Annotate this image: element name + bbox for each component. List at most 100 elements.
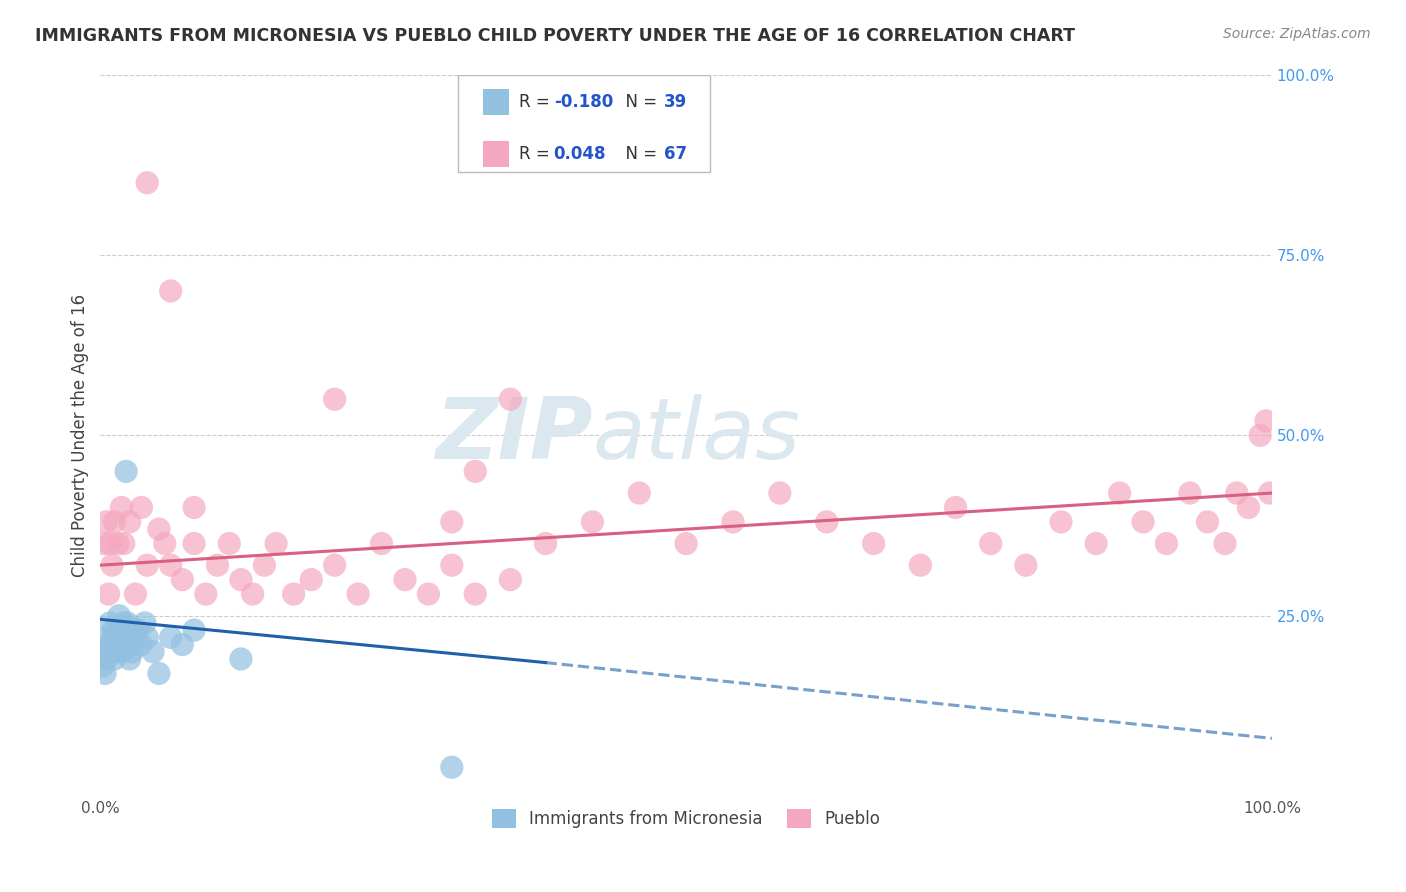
Point <box>815 515 838 529</box>
Point <box>1213 536 1236 550</box>
Point <box>207 558 229 573</box>
Point <box>1178 486 1201 500</box>
FancyBboxPatch shape <box>484 89 509 115</box>
Y-axis label: Child Poverty Under the Age of 16: Child Poverty Under the Age of 16 <box>72 293 89 577</box>
Point <box>98 536 121 550</box>
Text: R =: R = <box>519 93 554 111</box>
Point <box>110 500 132 515</box>
FancyBboxPatch shape <box>458 75 710 172</box>
Point <box>148 666 170 681</box>
Point <box>264 536 287 550</box>
Point <box>131 500 153 515</box>
Point <box>122 623 145 637</box>
Point <box>218 536 240 550</box>
Point <box>980 536 1002 550</box>
Point <box>253 558 276 573</box>
Point <box>394 573 416 587</box>
Point <box>98 615 121 630</box>
Point <box>440 558 463 573</box>
Point <box>183 500 205 515</box>
Point <box>136 176 159 190</box>
Point <box>111 645 134 659</box>
Point <box>103 652 125 666</box>
Point <box>242 587 264 601</box>
Text: -0.180: -0.180 <box>554 93 613 111</box>
Point <box>283 587 305 601</box>
Point <box>107 623 129 637</box>
Point <box>97 631 120 645</box>
Point <box>94 666 117 681</box>
Point <box>194 587 217 601</box>
Point <box>131 638 153 652</box>
Point <box>464 587 486 601</box>
Point <box>1132 515 1154 529</box>
Point <box>96 638 118 652</box>
Point <box>118 515 141 529</box>
Point <box>675 536 697 550</box>
Point <box>172 573 194 587</box>
Point <box>769 486 792 500</box>
Point <box>104 631 127 645</box>
Point <box>103 515 125 529</box>
Point <box>323 558 346 573</box>
Point <box>1254 414 1277 428</box>
Point <box>159 284 181 298</box>
Text: Source: ZipAtlas.com: Source: ZipAtlas.com <box>1223 27 1371 41</box>
Text: atlas: atlas <box>592 393 800 477</box>
Point <box>136 631 159 645</box>
Point <box>1015 558 1038 573</box>
FancyBboxPatch shape <box>484 141 509 167</box>
Point <box>440 760 463 774</box>
Point <box>418 587 440 601</box>
Point <box>1258 486 1281 500</box>
Point <box>1156 536 1178 550</box>
Point <box>721 515 744 529</box>
Point <box>108 608 131 623</box>
Point <box>103 623 125 637</box>
Point <box>105 645 128 659</box>
Point <box>1226 486 1249 500</box>
Point <box>118 652 141 666</box>
Point <box>499 573 522 587</box>
Point <box>1197 515 1219 529</box>
Point <box>229 573 252 587</box>
Point <box>127 623 149 637</box>
Point <box>142 645 165 659</box>
Point <box>101 638 124 652</box>
Point <box>93 536 115 550</box>
Text: R =: R = <box>519 145 554 163</box>
Point <box>347 587 370 601</box>
Text: 67: 67 <box>664 145 688 163</box>
Point <box>159 558 181 573</box>
Point <box>120 638 142 652</box>
Point <box>581 515 603 529</box>
Point <box>91 659 114 673</box>
Point <box>945 500 967 515</box>
Point <box>134 615 156 630</box>
Point <box>101 558 124 573</box>
Point <box>1108 486 1130 500</box>
Point <box>112 536 135 550</box>
Point <box>114 631 136 645</box>
Point <box>323 392 346 407</box>
Point <box>148 522 170 536</box>
Point <box>628 486 651 500</box>
Text: N =: N = <box>614 93 662 111</box>
Point <box>159 631 181 645</box>
Point <box>112 615 135 630</box>
Point <box>93 645 115 659</box>
Text: ZIP: ZIP <box>434 393 592 477</box>
Point <box>1249 428 1271 442</box>
Text: 39: 39 <box>664 93 688 111</box>
Text: N =: N = <box>614 145 662 163</box>
Point <box>183 536 205 550</box>
Point <box>107 536 129 550</box>
Point <box>96 515 118 529</box>
Point <box>910 558 932 573</box>
Text: 0.048: 0.048 <box>554 145 606 163</box>
Point <box>464 464 486 478</box>
Point <box>172 638 194 652</box>
Point <box>96 652 118 666</box>
Point <box>100 645 122 659</box>
Point <box>499 392 522 407</box>
